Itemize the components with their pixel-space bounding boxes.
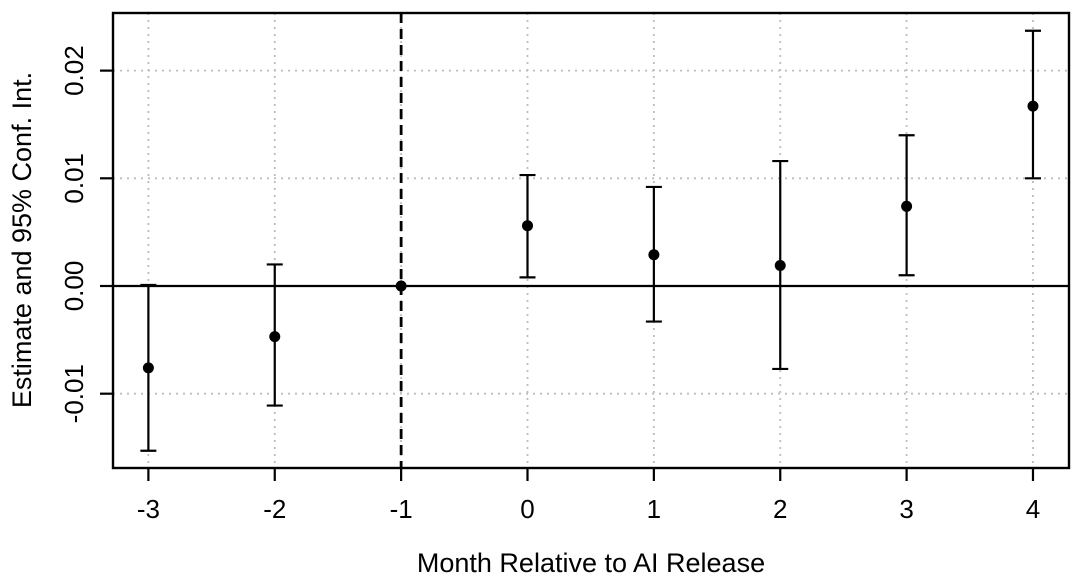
x-tick-label: -1 [390,494,413,524]
data-point [269,331,281,343]
data-point [395,280,407,292]
gridlines [113,13,1069,468]
data-point [901,200,913,212]
x-axis-title: Month Relative to AI Release [417,548,765,576]
reference-lines [113,13,1069,468]
x-tick-label: 2 [773,494,787,524]
y-tick-label: 0.02 [59,45,89,96]
x-tick-label: -2 [263,494,286,524]
x-tick-label: 3 [899,494,913,524]
y-axis-title: Estimate and 95% Conf. Int. [7,72,37,408]
plot-frame [111,11,1071,470]
data-point [142,362,154,374]
data-point [521,220,533,232]
y-tick-label: 0.01 [59,153,89,204]
x-tick-label: 0 [520,494,534,524]
data-series [140,29,1041,452]
x-tick-label: 4 [1026,494,1040,524]
data-point [648,249,660,261]
x-tick-label: -3 [137,494,160,524]
data-point [1027,100,1039,112]
y-tick-label: 0.00 [59,261,89,312]
axes: -3 -2 -1 0 1 2 3 4 -0.01 0.00 0.01 0.02 [59,45,1040,524]
plot-box [111,11,1071,470]
y-tick-label: -0.01 [59,364,89,423]
data-point [774,260,786,272]
x-tick-label: 1 [647,494,661,524]
